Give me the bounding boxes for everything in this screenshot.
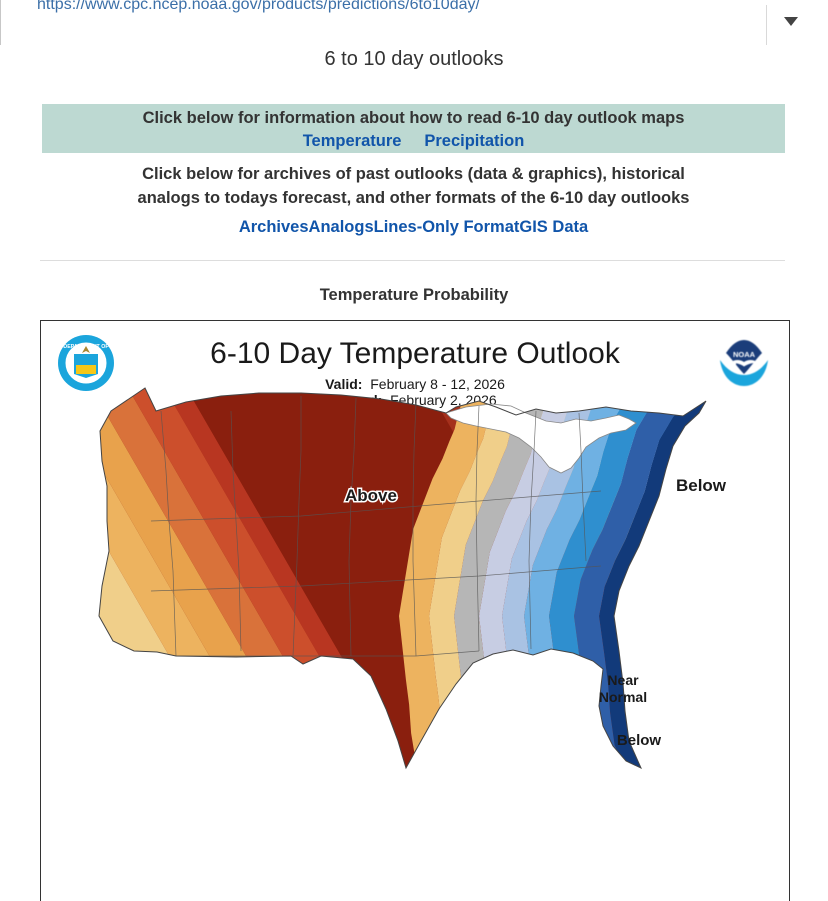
svg-text:Below: Below: [617, 732, 662, 749]
svg-text:Above: Above: [345, 486, 397, 505]
svg-text:Below: Below: [676, 476, 727, 495]
svg-text:Near: Near: [607, 672, 639, 688]
svg-text:Normal: Normal: [599, 689, 647, 705]
